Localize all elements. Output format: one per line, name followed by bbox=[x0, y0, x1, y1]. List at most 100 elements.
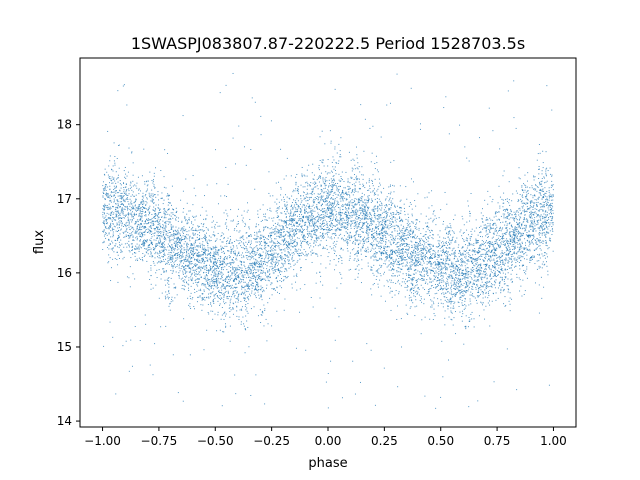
data-point bbox=[374, 251, 376, 253]
data-point bbox=[355, 181, 357, 183]
data-point bbox=[191, 253, 193, 255]
data-point bbox=[364, 206, 366, 208]
data-point bbox=[273, 272, 275, 274]
data-point bbox=[545, 203, 547, 205]
data-point bbox=[461, 290, 463, 292]
data-point bbox=[257, 291, 259, 293]
data-point bbox=[340, 233, 342, 235]
data-point bbox=[325, 198, 327, 200]
data-point bbox=[129, 198, 131, 200]
data-point bbox=[549, 203, 551, 205]
data-point bbox=[223, 286, 225, 288]
data-point bbox=[520, 255, 522, 257]
data-point bbox=[398, 225, 400, 227]
data-point bbox=[396, 271, 398, 273]
data-point bbox=[259, 255, 261, 257]
data-point bbox=[128, 235, 130, 237]
data-point bbox=[318, 196, 320, 198]
data-point bbox=[283, 235, 285, 237]
data-point bbox=[513, 229, 515, 231]
data-point bbox=[525, 186, 527, 188]
data-point bbox=[379, 217, 381, 219]
data-point bbox=[213, 261, 215, 263]
data-point bbox=[464, 277, 466, 279]
data-point bbox=[346, 203, 348, 205]
data-point bbox=[153, 206, 155, 208]
data-point bbox=[188, 219, 190, 221]
data-point bbox=[288, 197, 290, 199]
data-point bbox=[313, 246, 315, 248]
data-point bbox=[334, 199, 336, 201]
data-point bbox=[546, 211, 548, 213]
data-point bbox=[419, 240, 421, 242]
data-point bbox=[451, 284, 453, 286]
data-point bbox=[542, 201, 544, 203]
data-point bbox=[206, 280, 208, 282]
data-point bbox=[405, 218, 407, 220]
data-point bbox=[313, 240, 315, 242]
data-point bbox=[126, 242, 128, 244]
data-point bbox=[163, 256, 165, 258]
data-point bbox=[144, 227, 146, 229]
data-point bbox=[320, 172, 322, 174]
data-point bbox=[490, 241, 492, 243]
data-point bbox=[369, 187, 371, 189]
data-point bbox=[141, 199, 143, 201]
data-point bbox=[492, 227, 494, 229]
data-point bbox=[192, 232, 194, 234]
data-point bbox=[182, 231, 184, 233]
data-point bbox=[356, 157, 358, 159]
data-point bbox=[255, 297, 257, 299]
data-point bbox=[128, 250, 130, 252]
data-point bbox=[385, 224, 387, 226]
data-point bbox=[324, 200, 326, 202]
data-point bbox=[217, 254, 219, 256]
data-point bbox=[541, 170, 543, 172]
data-point bbox=[518, 231, 520, 233]
data-point bbox=[303, 198, 305, 200]
data-point bbox=[548, 199, 550, 201]
data-point bbox=[118, 212, 120, 214]
data-point bbox=[459, 279, 461, 281]
data-point bbox=[411, 215, 413, 217]
data-point bbox=[523, 209, 525, 211]
data-point bbox=[488, 107, 490, 109]
data-point bbox=[301, 219, 303, 221]
data-point bbox=[168, 291, 170, 293]
data-point bbox=[168, 240, 170, 242]
data-point bbox=[499, 257, 501, 259]
data-point bbox=[213, 254, 215, 256]
data-point bbox=[269, 297, 271, 299]
data-point bbox=[444, 265, 446, 267]
data-point bbox=[466, 221, 468, 223]
data-point bbox=[296, 237, 298, 239]
data-point bbox=[352, 240, 354, 242]
data-point bbox=[455, 268, 457, 270]
data-point bbox=[109, 243, 111, 245]
data-point bbox=[230, 251, 232, 253]
data-point bbox=[550, 203, 552, 205]
data-point bbox=[456, 266, 458, 268]
data-point bbox=[384, 231, 386, 233]
data-point bbox=[406, 274, 408, 276]
data-point bbox=[505, 259, 507, 261]
data-point bbox=[160, 251, 162, 253]
data-point bbox=[260, 254, 262, 256]
data-point bbox=[256, 250, 258, 252]
data-point bbox=[379, 200, 381, 202]
data-point bbox=[381, 265, 383, 267]
data-point bbox=[357, 191, 359, 193]
data-point bbox=[202, 304, 204, 306]
data-point bbox=[142, 197, 144, 199]
data-point bbox=[402, 244, 404, 245]
data-point bbox=[548, 187, 550, 189]
data-point bbox=[329, 194, 331, 196]
data-point bbox=[240, 237, 242, 239]
data-point bbox=[112, 336, 114, 338]
data-point bbox=[335, 246, 337, 248]
data-point bbox=[493, 248, 495, 250]
data-point bbox=[150, 193, 152, 195]
data-point bbox=[454, 266, 456, 268]
data-point bbox=[112, 247, 114, 249]
data-point bbox=[235, 301, 237, 303]
